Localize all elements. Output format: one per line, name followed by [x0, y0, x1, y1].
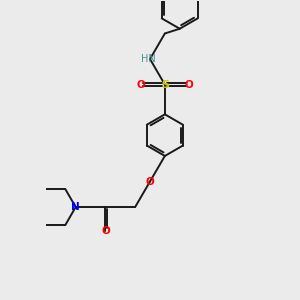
Text: O: O: [146, 176, 154, 187]
Text: O: O: [137, 80, 146, 90]
Text: N: N: [71, 202, 80, 212]
Text: S: S: [161, 80, 169, 90]
Text: HN: HN: [141, 54, 156, 64]
Text: O: O: [184, 80, 193, 90]
Text: O: O: [101, 226, 110, 236]
